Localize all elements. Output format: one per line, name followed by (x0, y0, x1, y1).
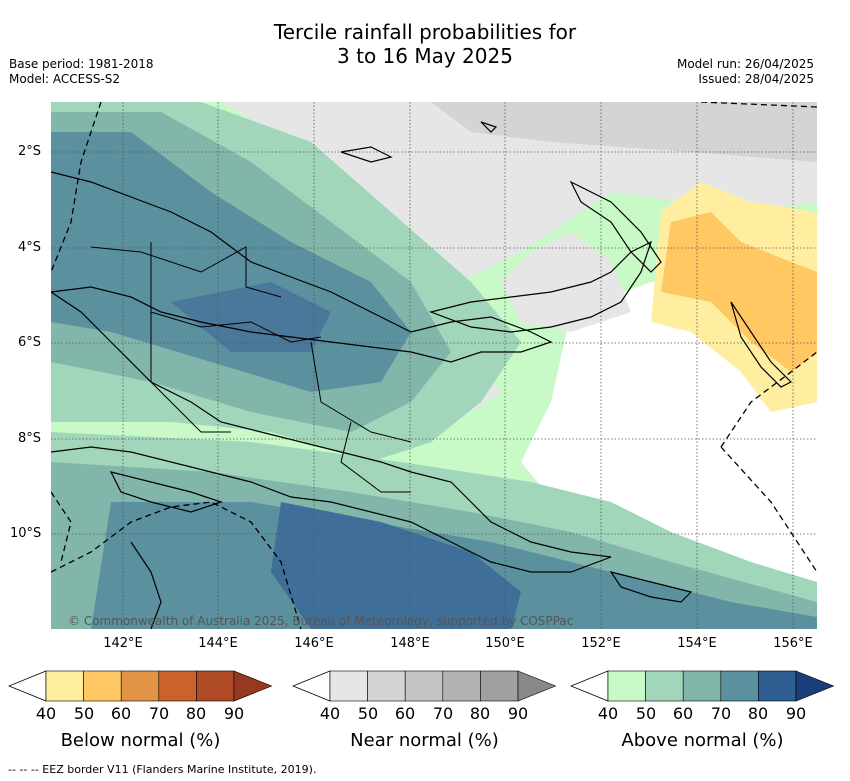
tick-near-40: 40 (319, 704, 341, 723)
colorbar-below-label: Below normal (%) (60, 730, 221, 751)
tick-below-50: 50 (73, 704, 95, 723)
tick-below-70: 70 (148, 704, 170, 723)
colorbar-swatch-80 (758, 670, 797, 702)
colorbar-below-normal (7, 670, 273, 706)
above-80-region-south (271, 502, 521, 629)
meta-left: Base period: 1981-2018 Model: ACCESS-S2 (9, 57, 154, 87)
lon-label-148e: 148°E (390, 636, 430, 651)
eez-footnote: -- -- -- EEZ border V11 (Flanders Marine… (8, 763, 317, 776)
colorbar-swatch-80 (196, 670, 235, 702)
colorbar-swatch-60 (120, 670, 160, 702)
colorbar-swatch-40 (607, 670, 646, 702)
colorbar-near-label: Near normal (%) (350, 730, 499, 751)
tick-above-40: 40 (597, 704, 619, 723)
colorbar-under-triangle (7, 670, 47, 702)
below-50-region (661, 212, 817, 372)
model-name: Model: ACCESS-S2 (9, 72, 121, 86)
lat-label-6s: 6°S (18, 335, 42, 350)
tick-below-90: 90 (223, 704, 245, 723)
colorbar-swatch-50 (645, 670, 684, 702)
tick-above-80: 80 (747, 704, 769, 723)
colorbar-above-label: Above normal (%) (621, 730, 784, 751)
meta-right: Model run: 26/04/2025 Issued: 28/04/2025 (677, 57, 814, 87)
lon-label-154e: 154°E (677, 636, 717, 651)
lon-label-142e: 142°E (103, 636, 143, 651)
tick-above-60: 60 (672, 704, 694, 723)
tick-below-60: 60 (110, 704, 132, 723)
lon-label-146e: 146°E (294, 636, 334, 651)
issued-date: Issued: 28/04/2025 (698, 72, 814, 86)
near-40-region-newbritain (501, 232, 631, 332)
colorbar-above-swatches (569, 670, 835, 702)
graticule (51, 102, 817, 629)
colorbar-swatch-70 (720, 670, 759, 702)
colorbar-swatch-50 (83, 670, 122, 702)
colorbar-under-triangle (569, 670, 609, 702)
colorbar-swatch-80 (480, 670, 519, 702)
colorbar-swatch-40 (45, 670, 84, 702)
colorbar-swatch-50 (367, 670, 406, 702)
model-run: Model run: 26/04/2025 (676, 57, 814, 71)
borders (90, 242, 412, 493)
tick-above-50: 50 (635, 704, 657, 723)
colorbar-swatch-60 (404, 670, 444, 702)
copyright-notice: © Commonwealth of Australia 2025, Bureau… (68, 614, 574, 628)
tick-below-40: 40 (35, 704, 57, 723)
above-80-region-north (171, 282, 331, 352)
title-line-1: Tercile rainfall probabilities for (273, 20, 577, 44)
map-title: Tercile rainfall probabilities for 3 to … (0, 20, 850, 68)
colorbar-below-swatches (7, 670, 273, 702)
tick-near-90: 90 (507, 704, 529, 723)
colorbar-swatch-70 (442, 670, 481, 702)
lon-label-150e: 150°E (485, 636, 525, 651)
colorbar-swatch-60 (682, 670, 722, 702)
colorbar-swatch-70 (158, 670, 197, 702)
tick-near-60: 60 (394, 704, 416, 723)
lat-label-10s: 10°S (10, 526, 42, 541)
colorbar-near-swatches (291, 670, 557, 702)
colorbar-under-triangle (291, 670, 331, 702)
colorbar-above-normal (569, 670, 835, 706)
lat-label-4s: 4°S (18, 240, 42, 255)
lat-label-8s: 8°S (18, 431, 42, 446)
lon-label-156e: 156°E (773, 636, 813, 651)
colorbar-swatch-90 (795, 670, 835, 702)
base-period: Base period: 1981-2018 (9, 57, 154, 71)
lat-label-2s: 2°S (18, 144, 42, 159)
colorbar-swatch-90 (233, 670, 273, 702)
lon-label-152e: 152°E (581, 636, 621, 651)
lon-label-144e: 144°E (198, 636, 238, 651)
tick-near-80: 80 (469, 704, 491, 723)
title-line-2: 3 to 16 May 2025 (337, 44, 513, 68)
map-svg (51, 102, 817, 629)
tick-near-70: 70 (432, 704, 454, 723)
colorbar-swatch-40 (329, 670, 368, 702)
tick-near-50: 50 (357, 704, 379, 723)
tick-above-70: 70 (710, 704, 732, 723)
tick-below-80: 80 (185, 704, 207, 723)
tick-above-90: 90 (785, 704, 807, 723)
colorbar-near-normal (291, 670, 557, 706)
colorbar-swatch-90 (517, 670, 557, 702)
eez-borders (51, 102, 817, 629)
map-area: © Commonwealth of Australia 2025, Bureau… (51, 102, 817, 629)
near-50-region-north (431, 102, 817, 162)
